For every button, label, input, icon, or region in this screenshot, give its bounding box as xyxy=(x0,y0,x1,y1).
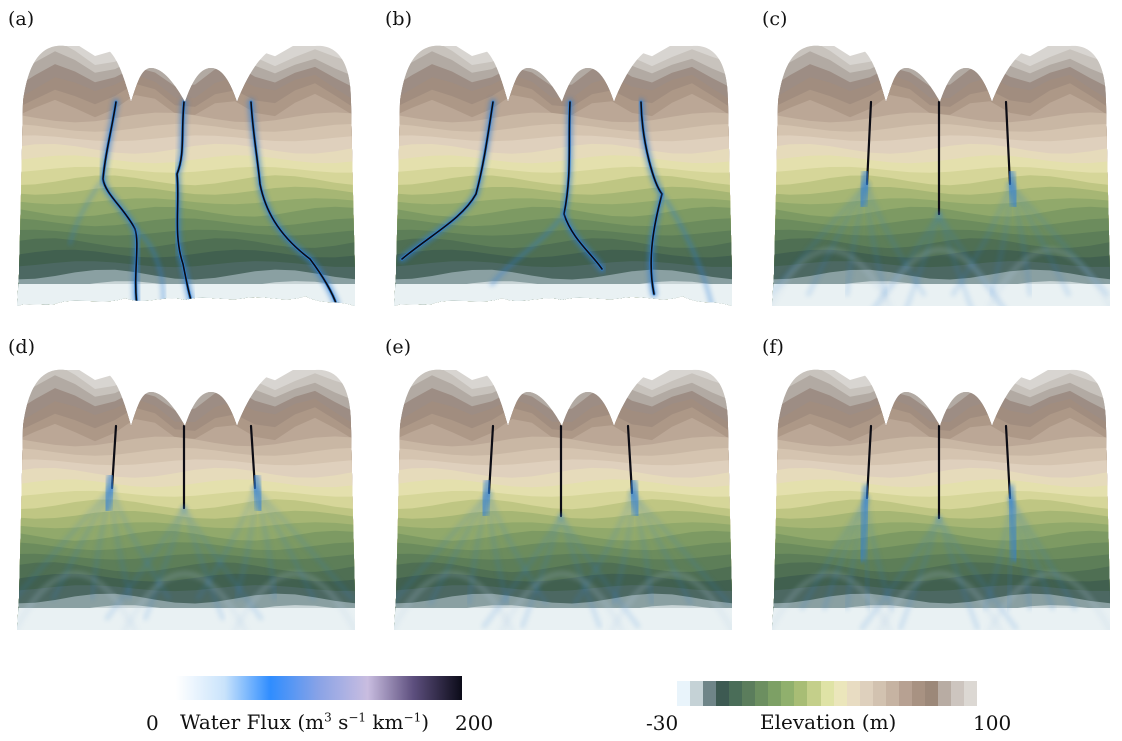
water-channel xyxy=(122,571,248,630)
water-flux-max: 200 xyxy=(455,711,494,735)
water-channel xyxy=(609,571,732,630)
panel-label-f: (f) xyxy=(762,336,784,358)
elevation-title: Elevation (m) xyxy=(760,710,897,734)
elevation-colorbar-step xyxy=(807,681,821,706)
elevation-colorbar-step xyxy=(964,681,978,706)
water-channel xyxy=(490,212,566,286)
elevation-colorbar-step xyxy=(885,681,899,706)
elevation-max: 100 xyxy=(973,711,1012,735)
water-channel xyxy=(772,247,893,306)
elevation-colorbar-step xyxy=(911,681,925,706)
elevation-colorbar-step xyxy=(846,681,860,706)
water-channel xyxy=(1005,169,1021,209)
terrain-panel-f xyxy=(770,368,1115,630)
water-channel xyxy=(772,571,893,630)
terrain-panel-e xyxy=(392,368,737,630)
elevation-colorbar-step xyxy=(872,681,886,706)
water-channel xyxy=(1007,495,1078,611)
water-channel xyxy=(877,571,1003,630)
elevation-colorbar-step xyxy=(768,681,782,706)
water-channel xyxy=(864,181,927,297)
elevation-colorbar-step xyxy=(859,681,873,706)
elevation-colorbar-step xyxy=(755,681,769,706)
elevation-colorbar-step xyxy=(742,681,756,706)
water-channel xyxy=(877,247,1003,306)
elevation-colorbar-step xyxy=(924,681,938,706)
panel-label-e: (e) xyxy=(385,336,412,358)
water-channel xyxy=(250,101,338,306)
water-channel xyxy=(859,515,942,630)
water-channel xyxy=(250,473,266,513)
terrain-svg xyxy=(772,369,1110,630)
elevation-colorbar-step xyxy=(716,681,730,706)
elevation-colorbar-step xyxy=(794,681,808,706)
water-channel xyxy=(572,490,635,606)
terrain-svg xyxy=(17,369,355,630)
water-channel xyxy=(17,571,138,630)
water-channel xyxy=(102,101,138,306)
water-channel xyxy=(133,227,166,306)
panel-label-d: (d) xyxy=(8,336,35,358)
water-flux-colorbar xyxy=(176,676,462,700)
elevation-colorbar-step xyxy=(703,681,717,706)
water-channel xyxy=(936,515,1019,630)
elevation-colorbar-step xyxy=(677,681,691,706)
water-channel xyxy=(627,478,643,518)
elevation-colorbar-step xyxy=(950,681,965,706)
water-channel xyxy=(660,192,714,306)
elevation-colorbar-step xyxy=(781,681,795,706)
water-flux-title: Water Flux (m3 s−1 km−1) xyxy=(180,710,430,734)
water-flux-min: 0 xyxy=(146,711,159,735)
panel-label-b: (b) xyxy=(385,8,412,30)
elevation-min: -30 xyxy=(646,711,679,735)
elevation-colorbar-step xyxy=(690,681,704,706)
water-channel xyxy=(859,211,942,306)
terrain-panel-c xyxy=(770,44,1115,306)
terrain-band xyxy=(17,608,355,630)
terrain-svg xyxy=(772,45,1110,306)
water-channel xyxy=(401,101,494,260)
elevation-colorbar xyxy=(677,681,978,706)
water-channel xyxy=(987,571,1110,630)
terrain-svg xyxy=(394,45,732,306)
water-channel xyxy=(232,571,355,630)
terrain-panel-b xyxy=(392,44,737,306)
elevation-colorbar-step xyxy=(833,681,847,706)
water-channel xyxy=(499,571,625,630)
water-channel xyxy=(950,181,1013,297)
terrain-band xyxy=(772,608,1110,630)
water-channel xyxy=(176,101,194,306)
water-channel xyxy=(478,478,494,518)
terrain-svg xyxy=(394,369,732,630)
water-channel xyxy=(987,247,1110,306)
terrain-panel-a xyxy=(15,44,360,306)
panel-label-c: (c) xyxy=(762,8,788,30)
terrain-band xyxy=(394,284,732,306)
elevation-colorbar-step xyxy=(937,681,951,706)
water-channel xyxy=(1006,484,1020,562)
terrain-band xyxy=(394,608,732,630)
water-channel xyxy=(481,513,564,629)
water-channel xyxy=(394,571,515,630)
water-channel xyxy=(857,484,871,562)
elevation-colorbar-step xyxy=(898,681,912,706)
water-channel xyxy=(101,473,117,513)
panel-label-a: (a) xyxy=(8,8,35,30)
terrain-svg xyxy=(17,45,355,306)
terrain-panel-d xyxy=(15,368,360,630)
water-channel xyxy=(68,177,105,246)
water-channel xyxy=(856,169,872,209)
elevation-colorbar-step xyxy=(729,681,743,706)
elevation-colorbar-step xyxy=(820,681,834,706)
